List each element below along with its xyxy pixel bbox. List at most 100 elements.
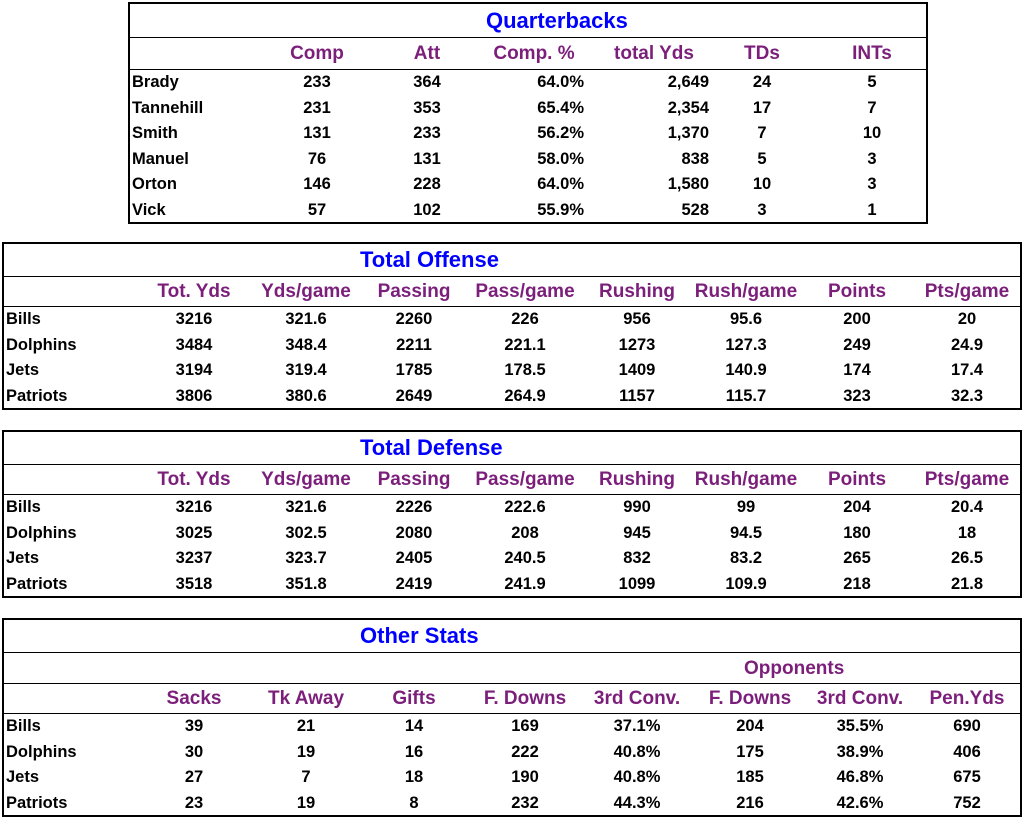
header-tot-yds: Tot. Yds [157, 468, 231, 490]
table-cell: 956 [623, 310, 651, 329]
table-cell: 233 [303, 73, 331, 92]
table-cell: 109.9 [725, 574, 767, 593]
table-cell: 185 [736, 768, 764, 787]
table-cell: 40.8% [613, 742, 661, 761]
table-cell: 216 [736, 793, 764, 812]
table-cell: 178.5 [504, 361, 546, 380]
table-cell: 38.9% [836, 742, 884, 761]
table-row: Smith 131 233 56.2% 1,370 7 10 [130, 121, 926, 147]
header-passing: Passing [377, 468, 451, 490]
table-cell: 2419 [395, 574, 433, 593]
header-rushing: Rushing [599, 468, 675, 490]
table-cell: 1099 [618, 574, 656, 593]
table-row: Bills 39 21 14 169 37.1% 204 35.5% 690 [4, 714, 1020, 740]
table-cell: 321.6 [285, 498, 327, 517]
table-cell: 2,649 [667, 73, 709, 92]
player-name: Vick [132, 200, 166, 219]
table-cell: 264.9 [504, 386, 546, 405]
table-cell: 3 [867, 149, 877, 168]
team-name: Patriots [6, 574, 68, 593]
table-cell: 3216 [175, 498, 213, 517]
table-cell: 2649 [395, 386, 433, 405]
table-cell: 752 [953, 793, 981, 812]
other-stats-header-row: Sacks Tk Away Gifts F. Downs 3rd Conv. F… [4, 684, 1020, 714]
table-cell: 14 [404, 717, 424, 736]
table-cell: 19 [296, 793, 316, 812]
team-name: Bills [6, 717, 41, 736]
table-cell: 21.8 [950, 574, 984, 593]
table-cell: 2080 [395, 523, 433, 542]
table-cell: 380.6 [285, 386, 327, 405]
team-name: Bills [6, 498, 41, 517]
table-cell: 57 [307, 200, 327, 219]
player-name: Orton [132, 175, 177, 194]
table-cell: 18 [957, 523, 977, 542]
team-name: Patriots [6, 793, 68, 812]
table-cell: 17.4 [950, 361, 984, 380]
table-cell: 2,354 [667, 98, 709, 117]
team-name: Patriots [6, 386, 68, 405]
table-cell: 249 [843, 335, 871, 354]
table-cell: 83.2 [729, 549, 763, 568]
header-points: Points [827, 468, 887, 490]
table-cell: 76 [307, 149, 327, 168]
table-cell: 319.4 [285, 361, 327, 380]
table-cell: 24 [752, 73, 772, 92]
header-gifts: Gifts [392, 687, 436, 709]
total-offense-title-row: Total Offense [4, 244, 1020, 277]
table-cell: 351.8 [285, 574, 327, 593]
total-defense-rows: Bills 3216 321.6 2226 222.6 990 99 204 20.4 Dolph… [4, 495, 1020, 597]
table-cell: 64.0% [537, 73, 584, 92]
table-cell: 102 [413, 200, 441, 219]
team-name: Jets [6, 549, 40, 568]
table-cell: 3216 [175, 310, 213, 329]
header-pass-game: Pass/game [475, 468, 575, 490]
header-rush-game: Rush/game [694, 280, 798, 302]
table-cell: 17 [752, 98, 772, 117]
table-row: Patriots 3518 351.8 2419 241.9 1099 109.9 218 21… [4, 572, 1020, 598]
header-ints: INTs [852, 42, 892, 64]
player-name: Manuel [132, 149, 189, 168]
table-cell: 8 [409, 793, 419, 812]
table-cell: 222.6 [504, 498, 546, 517]
table-cell: 200 [843, 310, 871, 329]
table-cell: 190 [511, 768, 539, 787]
table-cell: 30 [184, 742, 204, 761]
table-cell: 221.1 [504, 335, 546, 354]
header-rush-game: Rush/game [694, 468, 798, 490]
table-cell: 208 [511, 523, 539, 542]
header-comp-pct: Comp. % [493, 42, 575, 64]
table-cell: 240.5 [504, 549, 546, 568]
table-cell: 42.6% [836, 793, 884, 812]
table-cell: 2405 [395, 549, 433, 568]
table-cell: 302.5 [285, 523, 327, 542]
table-cell: 146 [303, 175, 331, 194]
table-row: Dolphins 3025 302.5 2080 208 945 94.5 180 18 [4, 521, 1020, 547]
table-cell: 23 [184, 793, 204, 812]
quarterbacks-rows: Brady 233 364 64.0% 2,649 24 5 Tannehill 231 353 6… [130, 70, 926, 223]
table-cell: 99 [736, 498, 756, 517]
quarterbacks-title-row: Quarterbacks [130, 4, 926, 38]
table-cell: 95.6 [729, 310, 763, 329]
quarterbacks-header-row: Comp Att Comp. % total Yds TDs INTs [130, 38, 926, 70]
header-pen-yds: Pen.Yds [929, 687, 1005, 709]
table-cell: 3025 [175, 523, 213, 542]
table-cell: 169 [511, 717, 539, 736]
table-cell: 37.1% [613, 717, 661, 736]
table-row: Vick 57 102 55.9% 528 3 1 [130, 198, 926, 224]
total-offense-title: Total Offense [360, 247, 499, 272]
header-pts-game: Pts/game [924, 468, 1010, 490]
table-cell: 131 [303, 124, 331, 143]
table-row: Brady 233 364 64.0% 2,649 24 5 [130, 70, 926, 96]
table-cell: 353 [413, 98, 441, 117]
opponents-label: Opponents [744, 658, 845, 679]
table-row: Dolphins 30 19 16 222 40.8% 175 38.9% 406 [4, 740, 1020, 766]
header-tot-yds: Tot. Yds [157, 280, 231, 302]
header-pts-game: Pts/game [924, 280, 1010, 302]
header-passing: Passing [377, 280, 451, 302]
table-cell: 10 [752, 175, 772, 194]
table-cell: 406 [953, 742, 981, 761]
table-cell: 19 [296, 742, 316, 761]
table-cell: 1273 [618, 335, 656, 354]
table-cell: 231 [303, 98, 331, 117]
